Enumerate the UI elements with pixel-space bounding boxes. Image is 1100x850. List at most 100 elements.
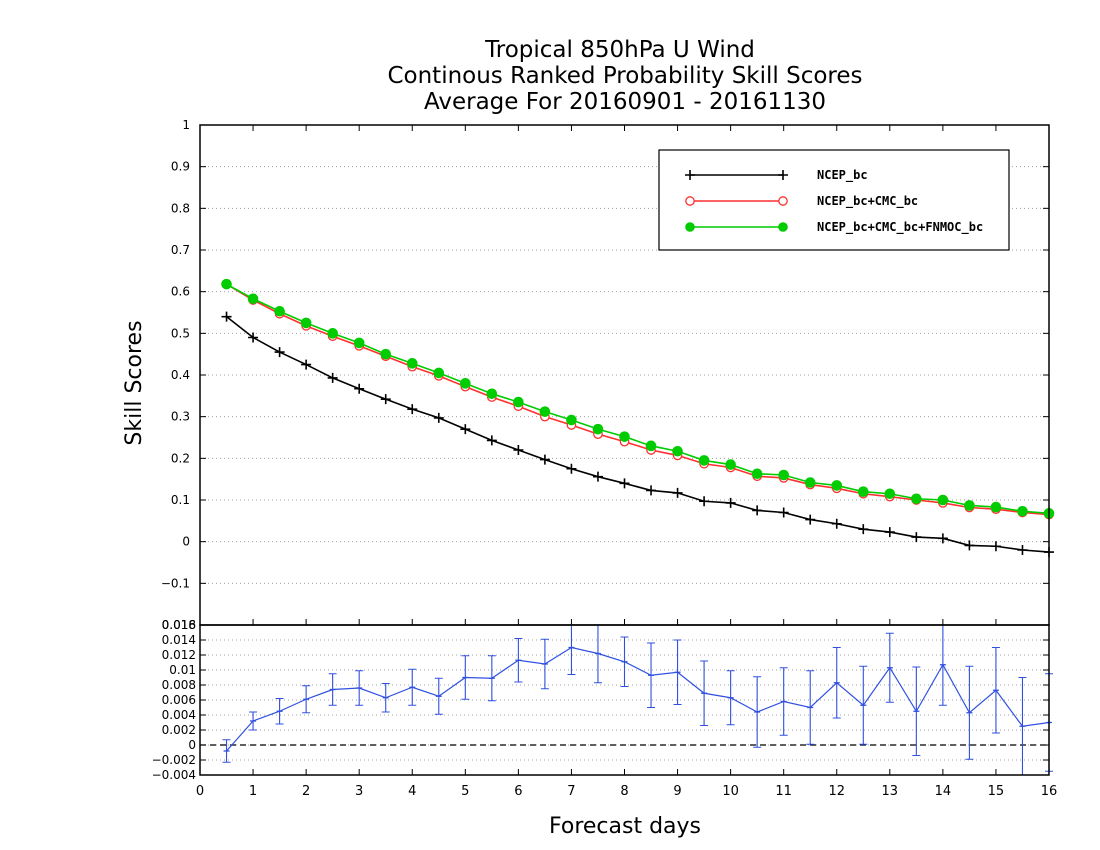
- x-tick-label: 3: [355, 784, 363, 799]
- data-point: [858, 524, 869, 535]
- data-point: [353, 337, 365, 349]
- data-point: [327, 328, 338, 339]
- data-point: [725, 497, 736, 508]
- y-tick-label: 0.01: [169, 663, 196, 677]
- data-point: [645, 440, 657, 452]
- y-tick-label: 0.004: [162, 708, 196, 722]
- x-tick-label: 8: [620, 784, 628, 799]
- data-point: [407, 404, 418, 415]
- y-tick-label: 0.006: [162, 693, 196, 707]
- series-line: [226, 283, 1050, 515]
- data-point: [433, 367, 445, 379]
- data-point: [380, 394, 391, 405]
- data-point: [1017, 545, 1028, 555]
- data-point: [672, 445, 683, 457]
- data-point: [566, 414, 577, 426]
- data-point: [327, 372, 338, 383]
- y-tick-label: −0.004: [152, 768, 196, 782]
- legend-marker: [685, 196, 695, 206]
- legend-label: NCEP_bc+CMC_bc+FNMOC_bc: [817, 220, 983, 235]
- data-point: [964, 540, 975, 551]
- difference-line: [226, 646, 1050, 752]
- x-tick-label: 9: [673, 784, 681, 799]
- x-tick-label: 7: [567, 784, 575, 799]
- data-point: [460, 424, 471, 435]
- y-tick-label: −0.002: [152, 753, 196, 767]
- data-point: [699, 496, 710, 507]
- x-tick-label: 1: [249, 784, 257, 799]
- data-point: [990, 541, 1001, 552]
- data-point: [831, 518, 842, 529]
- data-point: [725, 459, 736, 470]
- chart-title-line-3: Average For 20160901 - 20161130: [424, 89, 826, 115]
- data-point: [300, 317, 312, 329]
- x-tick-label: 0: [196, 784, 204, 799]
- y-tick-label: −0.1: [161, 576, 190, 590]
- legend-label: NCEP_bc: [817, 168, 868, 183]
- data-point: [274, 347, 285, 358]
- y-tick-label: 0.012: [162, 648, 196, 662]
- data-point: [539, 406, 551, 417]
- difference-panel: −0.004−0.00200.0020.0040.0060.0080.010.0…: [152, 618, 1058, 799]
- data-point: [964, 500, 975, 511]
- data-point: [539, 454, 550, 465]
- y-axis-title: Skill Scores: [122, 320, 147, 445]
- data-point: [911, 532, 922, 543]
- data-point: [513, 445, 524, 455]
- legend-marker: [685, 222, 695, 232]
- data-point: [433, 412, 444, 423]
- x-tick-label: 13: [882, 784, 899, 799]
- data-point: [804, 477, 816, 488]
- data-point: [778, 469, 789, 481]
- legend-box: [658, 149, 1010, 251]
- data-point: [592, 471, 603, 482]
- data-point: [566, 463, 577, 474]
- x-tick-label: 4: [408, 784, 416, 799]
- data-point: [221, 311, 232, 322]
- data-point: [937, 494, 949, 506]
- data-point: [274, 305, 285, 317]
- data-point: [354, 383, 365, 394]
- data-point: [646, 485, 657, 496]
- series-line: [226, 283, 1050, 516]
- data-point: [248, 332, 259, 343]
- data-point: [301, 359, 312, 370]
- chart-title-line-1: Tropical 850hPa U Wind: [484, 37, 755, 63]
- legend-marker: [778, 170, 788, 180]
- y-tick-label: 0.008: [162, 678, 196, 692]
- data-point: [1017, 505, 1028, 517]
- data-point: [751, 468, 763, 480]
- data-point: [911, 493, 922, 505]
- data-point: [698, 455, 710, 466]
- y-tick-label: 0: [188, 738, 196, 752]
- data-point: [805, 514, 816, 525]
- y-tick-label: 0.2: [171, 451, 190, 465]
- x-tick-label: 2: [302, 784, 310, 799]
- data-point: [406, 358, 418, 369]
- legend-marker: [778, 222, 788, 232]
- data-point: [460, 378, 471, 389]
- y-tick-label: 0.018: [162, 618, 196, 632]
- data-point: [884, 527, 895, 538]
- y-tick-label: 0.1: [171, 493, 190, 507]
- x-tick-label: 5: [461, 784, 469, 799]
- data-point: [778, 507, 789, 518]
- data-point: [990, 501, 1002, 513]
- x-tick-label: 6: [514, 784, 522, 799]
- x-tick-label: 12: [828, 784, 845, 799]
- data-point: [592, 423, 604, 435]
- data-point: [380, 348, 392, 360]
- y-tick-label: 0: [182, 535, 190, 549]
- y-tick-label: 0.5: [171, 326, 190, 340]
- y-tick-label: 0.4: [171, 368, 190, 382]
- plot-frame: [199, 624, 1050, 776]
- data-point: [884, 488, 896, 500]
- y-tick-label: 1: [182, 118, 190, 132]
- y-tick-label: 0.002: [162, 723, 196, 737]
- legend-marker: [778, 196, 788, 206]
- data-point: [247, 293, 259, 305]
- x-tick-label: 15: [988, 784, 1005, 799]
- chart-title-line-2: Continous Ranked Probability Skill Score…: [387, 63, 862, 89]
- legend: NCEP_bc NCEP_bc+CMC_bc NCEP_bc+CMC_bc+FNMO…: [658, 149, 1010, 251]
